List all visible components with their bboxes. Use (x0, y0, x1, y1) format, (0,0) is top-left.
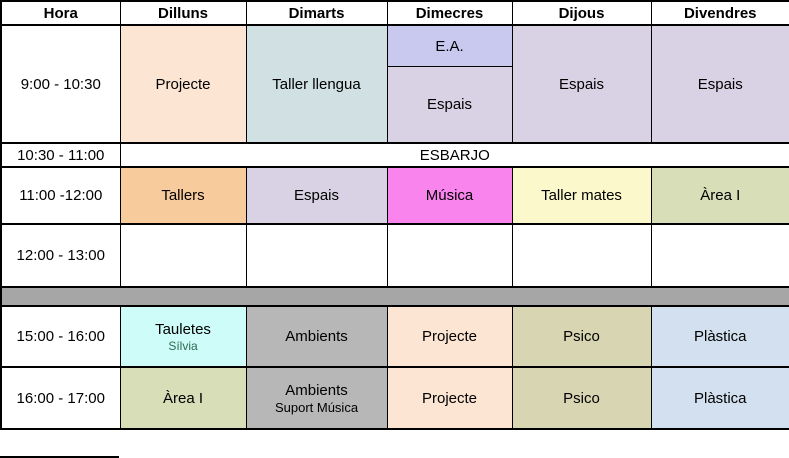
cell-1500-dimarts-ambients: Ambients (245, 305, 388, 368)
cell-1500-dimecres-projecte: Projecte (386, 305, 513, 368)
cell-esbarjo: ESBARJO (119, 142, 789, 168)
header-row: Hora Dilluns Dimarts Dimecres Dijous Div… (0, 0, 789, 26)
cell-0900-dilluns-projecte: Projecte (119, 24, 247, 144)
cell-1200-dimecres-empty (386, 223, 513, 288)
cell-0900-divendres-espais: Espais (650, 24, 789, 144)
ambients-sub-label: Suport Música (274, 400, 359, 415)
cell-1200-divendres-empty (650, 223, 789, 288)
cell-1500-dilluns-tauletes: Tauletes Sílvia (119, 305, 247, 368)
cell-1200-dijous-empty (511, 223, 652, 288)
row-0900-1030: 9:00 - 10:30 Projecte Taller llengua E.A… (0, 24, 789, 144)
cell-1100-dimarts-espais: Espais (245, 166, 388, 225)
cell-1200-dimarts-empty (245, 223, 388, 288)
time-cell-1200: 12:00 - 13:00 (0, 223, 121, 288)
tauletes-sub-label: Sílvia (168, 338, 198, 353)
ambients-label: Ambients (285, 382, 348, 399)
time-cell-1100: 11:00 -12:00 (0, 166, 121, 225)
ea-label: E.A. (435, 37, 464, 55)
cell-1500-dijous-psico: Psico (511, 305, 652, 368)
cell-0900-dimecres-ea: E.A. (388, 27, 511, 67)
row-1200-1300: 12:00 - 13:00 (0, 223, 789, 288)
cell-0900-dimarts-taller-llengua: Taller llengua (245, 24, 388, 144)
cropped-next-row-border (0, 456, 119, 458)
row-1600-1700: 16:00 - 17:00 Àrea I Ambients Suport Mús… (0, 366, 789, 430)
cell-0900-dijous-espais: Espais (511, 24, 652, 144)
cell-1100-dijous-taller-mates: Taller mates (511, 166, 652, 225)
column-header-dilluns: Dilluns (119, 0, 247, 26)
cell-1500-divendres-plastica: Plàstica (650, 305, 789, 368)
row-separator (0, 286, 789, 307)
weekly-timetable: Hora Dilluns Dimarts Dimecres Dijous Div… (0, 0, 789, 430)
column-header-dimecres: Dimecres (386, 0, 513, 26)
time-cell-1030: 10:30 - 11:00 (0, 142, 121, 168)
separator-band (0, 286, 789, 307)
column-header-hora: Hora (0, 0, 121, 26)
time-cell-0900: 9:00 - 10:30 (0, 24, 121, 144)
column-header-divendres: Divendres (650, 0, 789, 26)
cell-0900-dimecres-split: E.A. Espais (386, 24, 513, 144)
cell-1100-dilluns-tallers: Tallers (119, 166, 247, 225)
time-cell-1600: 16:00 - 17:00 (0, 366, 121, 430)
row-esbarjo: 10:30 - 11:00 ESBARJO (0, 142, 789, 168)
cell-1600-dilluns-area-i: Àrea I (119, 366, 247, 430)
cell-1600-dimecres-projecte: Projecte (386, 366, 513, 430)
espais-label: Espais (426, 96, 473, 113)
cell-1100-divendres-area-i: Àrea I (650, 166, 789, 225)
cell-1600-dimarts-ambients: Ambients Suport Música (245, 366, 388, 430)
time-cell-1500: 15:00 - 16:00 (0, 305, 121, 368)
split-cell-wrap: E.A. Espais (388, 27, 511, 141)
cell-1100-dimecres-musica: Música (386, 166, 513, 225)
tauletes-label: Tauletes (155, 320, 211, 338)
cell-1600-divendres-plastica: Plàstica (650, 366, 789, 430)
column-header-dimarts: Dimarts (245, 0, 388, 26)
cell-1200-dilluns-empty (119, 223, 247, 288)
column-header-dijous: Dijous (511, 0, 652, 26)
cell-0900-dimecres-espais: Espais (388, 67, 511, 141)
cell-1600-dijous-psico: Psico (511, 366, 652, 430)
row-1100-1200: 11:00 -12:00 Tallers Espais Música Talle… (0, 166, 789, 225)
row-1500-1600: 15:00 - 16:00 Tauletes Sílvia Ambients P… (0, 305, 789, 368)
